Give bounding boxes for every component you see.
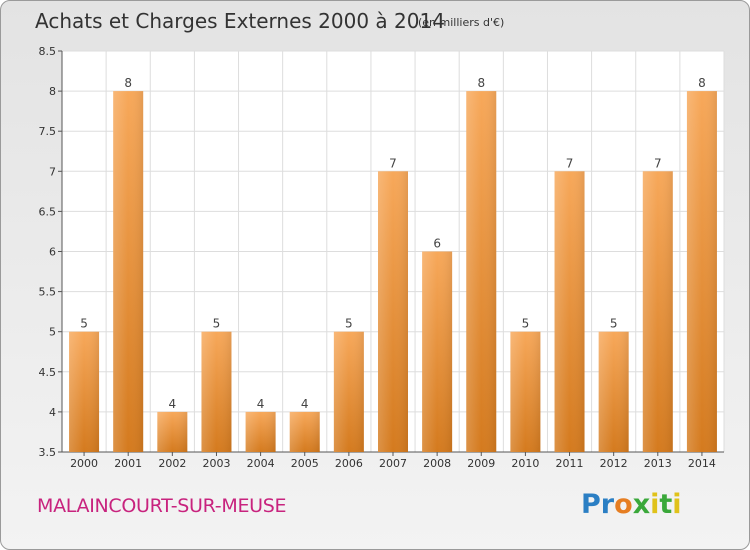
x-tick-label: 2002 <box>158 457 186 470</box>
y-tick-label: 5.5 <box>39 286 57 299</box>
y-tick-label: 6.5 <box>39 205 57 218</box>
x-tick-label: 2005 <box>291 457 319 470</box>
value-label: 8 <box>698 76 706 90</box>
bar-shine-2003 <box>201 331 232 452</box>
y-tick-label: 4 <box>49 406 56 419</box>
x-tick-label: 2003 <box>202 457 230 470</box>
value-label: 7 <box>389 156 397 170</box>
y-tick-label: 7.5 <box>39 125 57 138</box>
value-label: 8 <box>124 76 132 90</box>
bar-shine-2012 <box>598 331 629 452</box>
bars <box>69 91 717 453</box>
x-tick-label: 2013 <box>644 457 672 470</box>
value-label: 4 <box>301 397 309 411</box>
bar-shine-2006 <box>333 331 364 452</box>
y-tick-label: 7 <box>49 165 56 178</box>
value-label: 7 <box>654 156 662 170</box>
x-tick-label: 2004 <box>247 457 275 470</box>
bar-shine-2009 <box>466 91 497 452</box>
x-tick-label: 2008 <box>423 457 451 470</box>
x-tick-label: 2014 <box>688 457 716 470</box>
commune-name: MALAINCOURT-SUR-MEUSE <box>37 495 287 517</box>
x-tick-label: 2006 <box>335 457 363 470</box>
proxiti-logo: Proxiti <box>581 489 682 520</box>
chart-title: Achats et Charges Externes 2000 à 2014 <box>35 9 445 33</box>
y-tick-label: 5 <box>49 326 56 339</box>
value-label: 6 <box>433 237 441 251</box>
bar-shine-2000 <box>69 331 100 452</box>
labels: 3.5 4 4.5 5 5.5 6 6.5 7 7.5 8 8.5 5 2000 8 2001 4 2002 5 2… <box>39 45 716 470</box>
bar-shine-2008 <box>422 251 453 452</box>
bar-shine-2007 <box>378 171 408 453</box>
bar-shine-2004 <box>245 411 276 452</box>
bar-shine-2011 <box>554 171 585 453</box>
x-tick-label: 2000 <box>70 457 98 470</box>
x-tick-label: 2012 <box>600 457 628 470</box>
bar-shine-2010 <box>510 331 541 452</box>
value-label: 7 <box>566 156 574 170</box>
value-label: 5 <box>345 317 353 331</box>
value-label: 4 <box>169 397 177 411</box>
x-tick-label: 2009 <box>467 457 495 470</box>
y-tick-label: 4.5 <box>39 366 57 379</box>
value-label: 5 <box>213 317 221 331</box>
value-label: 5 <box>610 317 618 331</box>
x-tick-label: 2001 <box>114 457 142 470</box>
x-tick-label: 2007 <box>379 457 407 470</box>
chart-unit: (en milliers d'€) <box>418 16 505 29</box>
bar-shine-2014 <box>686 91 717 452</box>
x-tick-label: 2010 <box>511 457 539 470</box>
y-tick-label: 8.5 <box>39 45 57 58</box>
y-tick-label: 3.5 <box>39 446 57 459</box>
x-tick-label: 2011 <box>556 457 584 470</box>
y-tick-label: 8 <box>49 85 56 98</box>
bar-shine-2002 <box>157 411 188 452</box>
bar-shine-2005 <box>289 411 320 452</box>
value-label: 5 <box>80 317 88 331</box>
y-tick-label: 6 <box>49 246 56 259</box>
value-label: 8 <box>477 76 485 90</box>
value-label: 5 <box>522 317 530 331</box>
bar-shine-2013 <box>642 171 673 453</box>
value-label: 4 <box>257 397 265 411</box>
bar-shine-2001 <box>113 91 144 452</box>
